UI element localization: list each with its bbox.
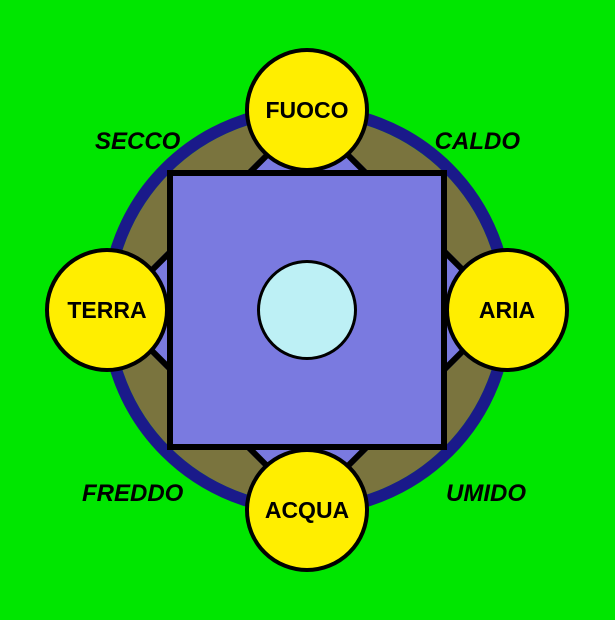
element-acqua: ACQUA [245, 448, 369, 572]
quality-umido: UMIDO [446, 480, 526, 508]
element-acqua-label: ACQUA [265, 497, 349, 524]
element-terra: TERRA [45, 248, 169, 372]
element-aria-label: ARIA [479, 297, 535, 324]
element-aria: ARIA [445, 248, 569, 372]
element-terra-label: TERRA [67, 297, 146, 324]
center-circle [257, 260, 357, 360]
element-fuoco: FUOCO [245, 48, 369, 172]
quality-secco: SECCO [95, 128, 180, 156]
quality-freddo: FREDDO [82, 480, 183, 508]
element-fuoco-label: FUOCO [265, 97, 348, 124]
elements-diagram: FUOCO ARIA ACQUA TERRA SECCO CALDO FREDD… [0, 0, 615, 620]
quality-caldo: CALDO [435, 128, 520, 156]
